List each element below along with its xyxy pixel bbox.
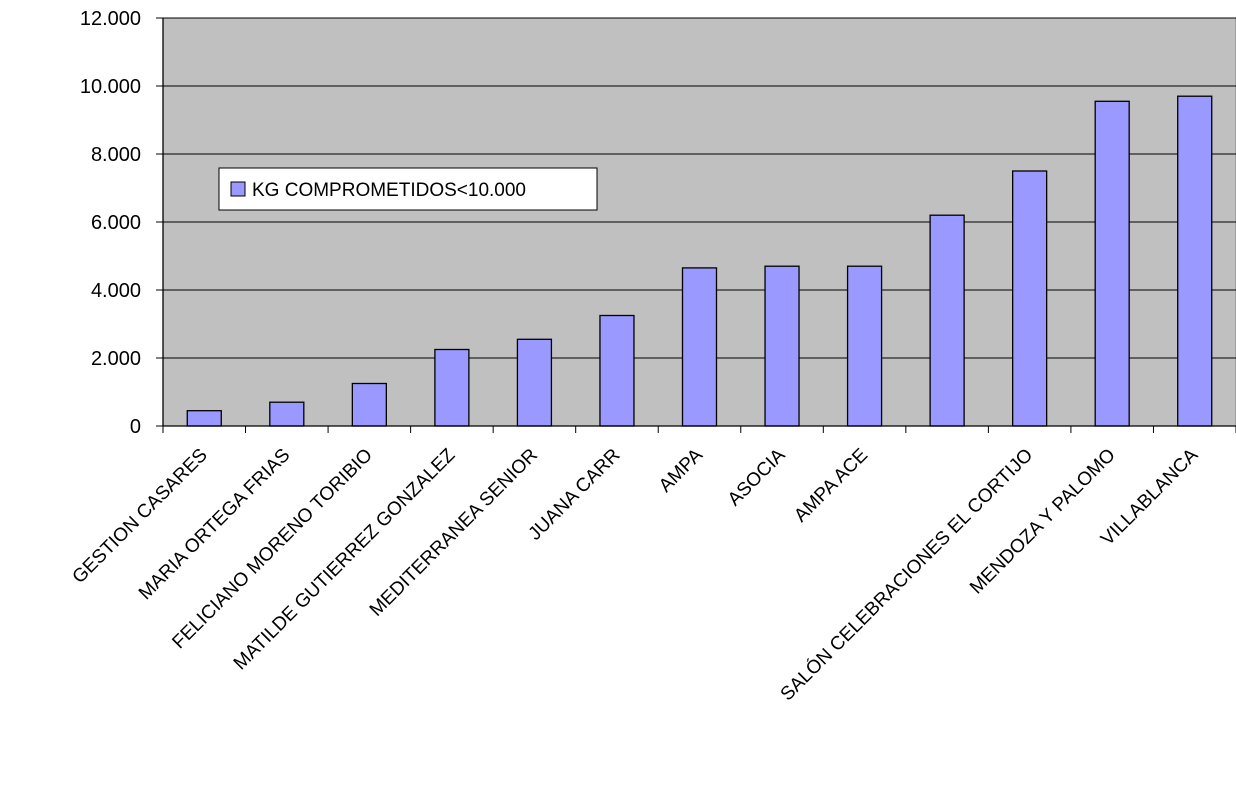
y-axis-ticks: 0 2.000 4.000 6.000 8.000 10.000 12.000 — [80, 8, 163, 438]
y-tick-label: 6.000 — [91, 212, 141, 234]
x-tick-label: MEDITERRANEA SENIOR — [366, 445, 542, 621]
bar — [764, 265, 800, 427]
y-tick-label: 10.000 — [80, 76, 141, 98]
legend-swatch — [230, 181, 246, 197]
y-tick-label: 4.000 — [91, 280, 141, 302]
bars — [186, 95, 1213, 427]
x-tick-label: AMPA — [655, 444, 707, 496]
bar — [846, 265, 883, 427]
y-tick-label: 0 — [130, 416, 141, 438]
y-tick-label: 8.000 — [91, 144, 141, 166]
bar — [434, 348, 470, 427]
x-tick-label: GESTION CASARES — [69, 445, 212, 588]
x-tick-label: ASOCIA — [724, 444, 790, 510]
bar — [351, 382, 387, 427]
bar — [599, 314, 635, 427]
bar — [1094, 100, 1130, 427]
bar — [681, 267, 718, 427]
bar — [929, 214, 965, 427]
bar — [1177, 95, 1213, 427]
legend-box — [218, 167, 598, 211]
x-tick-label: MENDOZA Y PALOMO — [966, 445, 1120, 599]
bar — [1012, 170, 1048, 427]
x-tick-label: AMPA ACE — [790, 445, 872, 527]
legend: KG COMPROMETIDOS<10.000 — [218, 167, 598, 211]
bar — [516, 338, 553, 427]
y-tick-label: 12.000 — [80, 8, 141, 30]
x-tick-label: MARIA ORTEGA FRIAS — [135, 445, 294, 604]
y-tick-label: 2.000 — [91, 348, 141, 370]
legend-label: KG COMPROMETIDOS<10.000 — [252, 180, 526, 201]
bar — [186, 410, 222, 427]
bar — [269, 401, 305, 427]
